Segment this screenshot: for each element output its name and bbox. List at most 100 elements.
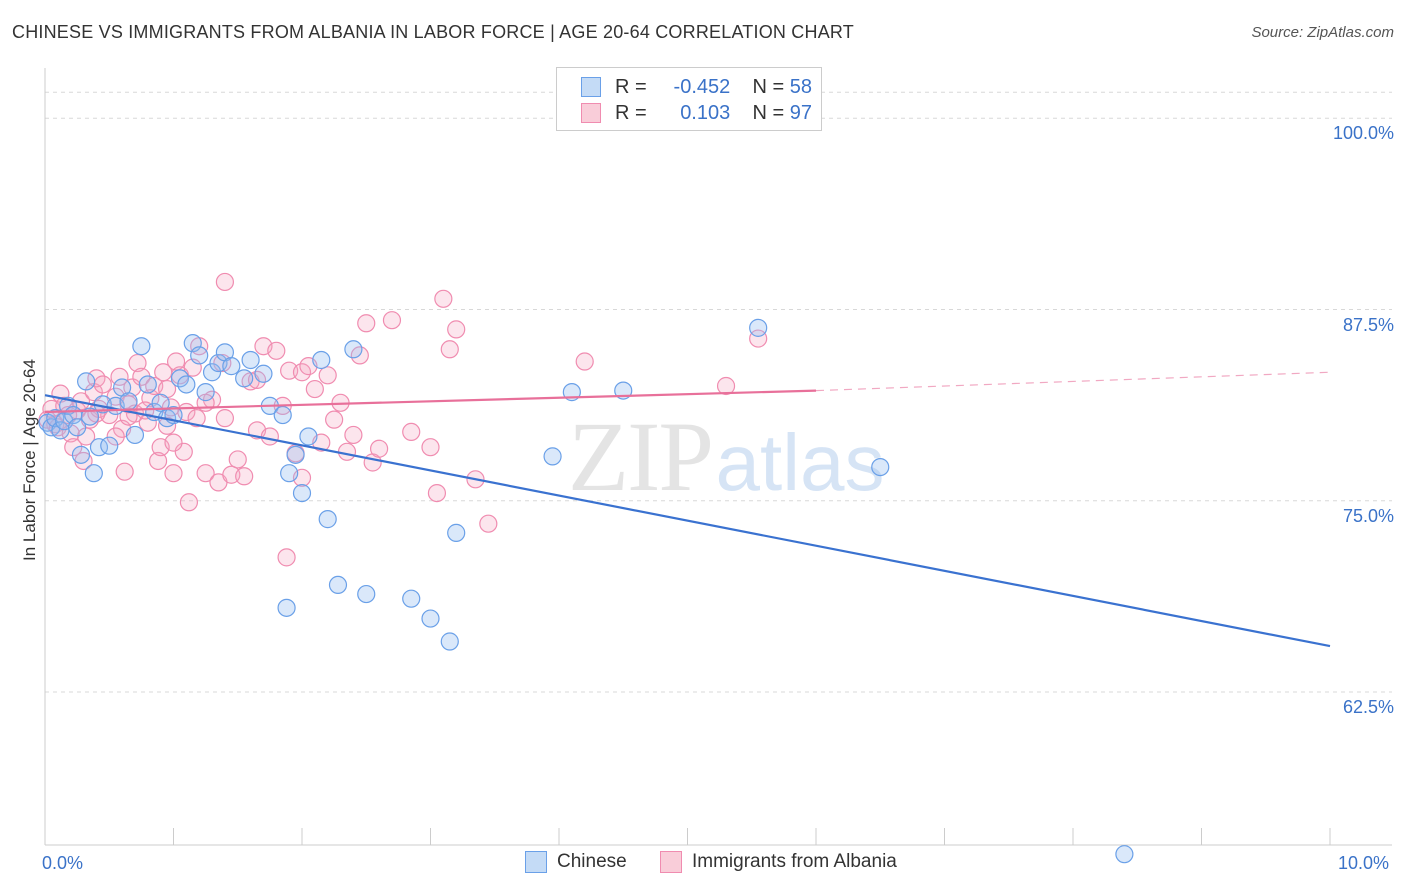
chinese-point (119, 392, 138, 411)
x-tick-label-max: 10.0% (1338, 853, 1390, 873)
legend-row-albania: R = 0.103 N = 97 (581, 101, 812, 125)
watermark: ZIP atlas (568, 401, 884, 512)
chinese-point (138, 375, 157, 394)
albania-point (174, 442, 193, 461)
albania-point (305, 379, 324, 399)
legend-swatch-chinese (581, 77, 601, 97)
legend-swatch-albania (660, 851, 682, 873)
chinese-point (80, 407, 100, 426)
albania-point (187, 409, 206, 428)
chinese-point (84, 464, 103, 483)
chinese-point (132, 337, 151, 356)
albania-point (164, 464, 183, 483)
legend-item-chinese[interactable]: Chinese (525, 851, 627, 873)
chinese-point (68, 418, 87, 437)
chinese-point (151, 393, 170, 412)
chinese-point (299, 427, 318, 446)
chinese-point (543, 447, 562, 466)
albania-point (427, 484, 447, 503)
chinese-points (38, 318, 1134, 864)
axes (44, 68, 1392, 846)
chinese-point (1115, 845, 1134, 864)
albania-point (106, 427, 125, 446)
albania-point (267, 341, 286, 360)
albania-point (157, 416, 177, 435)
albania-point (337, 442, 357, 461)
albania-point (164, 433, 183, 452)
legend-swatch-albania (581, 103, 601, 123)
y-tick-label: 75.0% (1342, 505, 1394, 526)
albania-point (402, 422, 421, 441)
albania-point (479, 514, 498, 533)
chinese-point (254, 364, 273, 383)
y-tick-label: 100.0% (1332, 123, 1394, 144)
albania-point (277, 548, 296, 567)
chinese-point (749, 318, 768, 337)
watermark-zip: ZIP (568, 401, 712, 512)
legend-n-value: 58 (789, 75, 812, 98)
chinese-point (241, 350, 260, 370)
chinese-trend-line (44, 394, 1331, 648)
correlation-legend: R = -0.452 N = 58 R = 0.103 N = 97 (556, 67, 822, 131)
legend-n-value: 97 (789, 101, 812, 124)
x-tick-label-min: 0.0% (42, 853, 84, 873)
albania-point (357, 314, 376, 333)
albania-point (382, 311, 402, 330)
albania-point (215, 272, 234, 292)
chinese-point (318, 510, 337, 529)
legend-n-label: N = (752, 101, 785, 124)
albania-point (434, 289, 453, 308)
chinese-point (357, 584, 376, 604)
albania-trend-extension (815, 371, 1331, 392)
chinese-point (202, 363, 222, 382)
albania-point (215, 409, 234, 428)
chinese-point (871, 457, 890, 477)
albania-point (196, 464, 215, 483)
albania-point (447, 320, 466, 339)
chinese-point (71, 445, 91, 464)
chinese-point (235, 369, 254, 388)
legend-label-chinese: Chinese (557, 851, 627, 872)
chinese-point (280, 464, 299, 483)
chinese-point (402, 589, 421, 608)
albania-point (148, 451, 168, 471)
albania-point (440, 340, 459, 359)
legend-r-label: R = (615, 101, 647, 124)
chinese-point (222, 357, 241, 376)
albania-points (38, 272, 768, 567)
chinese-point (273, 405, 292, 425)
albania-point (64, 438, 83, 457)
source-label: Source: ZipAtlas.com (1251, 24, 1394, 41)
chinese-point (312, 350, 331, 370)
y-tick-label: 62.5% (1342, 697, 1394, 717)
chinese-point (100, 436, 119, 455)
legend-r-value: -0.452 (673, 75, 731, 98)
albania-point (166, 352, 186, 371)
chinese-point (77, 372, 96, 391)
albania-point (575, 352, 594, 371)
series-legend: Chinese Immigrants from Albania (0, 851, 1406, 879)
albania-point (128, 353, 147, 373)
trend-lines (44, 371, 1331, 648)
albania-point (318, 366, 337, 385)
albania-point (421, 438, 440, 457)
chinese-point (125, 425, 145, 445)
chinese-point (344, 340, 363, 359)
legend-swatch-chinese (525, 851, 547, 873)
legend-r-value: 0.103 (680, 101, 731, 124)
legend-n-label: N = (752, 75, 785, 98)
albania-point (370, 439, 389, 458)
albania-point (115, 462, 134, 481)
albania-point (93, 375, 112, 394)
legend-item-albania[interactable]: Immigrants from Albania (660, 851, 897, 873)
chinese-point (277, 598, 296, 617)
y-tick-label: 87.5% (1342, 314, 1394, 335)
albania-point (325, 410, 344, 429)
albania-point (749, 329, 768, 348)
chinese-point (440, 632, 459, 651)
albania-point (228, 450, 247, 469)
chinese-point (421, 609, 440, 628)
chinese-point (190, 346, 209, 365)
chinese-point (286, 445, 305, 464)
